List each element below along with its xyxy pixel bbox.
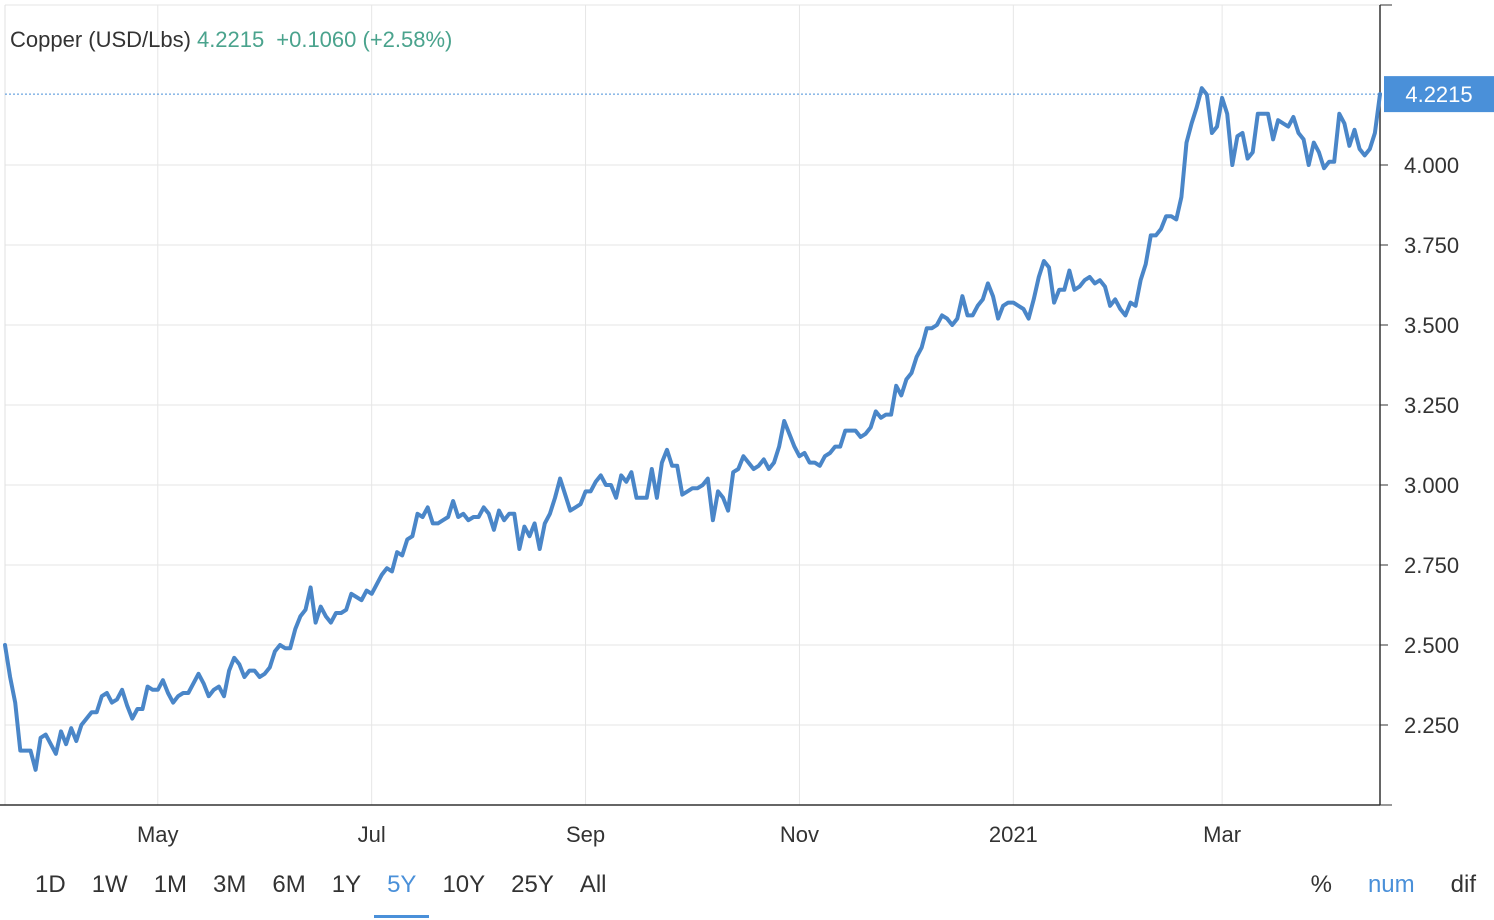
chart-header: Copper (USD/Lbs) 4.2215 +0.1060 (+2.58%) [10,27,452,53]
y-tick-label: 3.500 [1404,313,1459,338]
mode-button-dif[interactable]: dif [1450,871,1476,898]
range-button-3m[interactable]: 3M [213,871,247,898]
range-button-1d[interactable]: 1D [35,871,66,898]
range-selector: 1D 1W 1M 3M 6M 1Y 5Y 10Y 25Y All [22,864,620,918]
x-tick-label: May [137,822,179,847]
current-price: 4.2215 [196,27,265,52]
x-tick-label: 2021 [989,822,1038,847]
y-tick-label: 3.000 [1404,473,1459,498]
mode-button-num[interactable]: num [1367,871,1415,898]
price-change: +0.1060 (+2.58%) [276,27,453,52]
last-price-text: 4.2215 [1405,82,1472,107]
instrument-name: Copper (USD/Lbs) [10,27,191,52]
chart-grid [5,4,1380,805]
range-button-1m[interactable]: 1M [153,871,188,898]
range-button-1w[interactable]: 1W [91,871,128,898]
y-tick-label: 3.750 [1404,233,1459,258]
series-line [3,86,1382,772]
range-button-10y[interactable]: 10Y [442,871,486,898]
price-chart[interactable]: 4.000 3.750 3.500 3.250 3.000 2.750 2.500 2.250… [0,0,1494,860]
range-button-6m[interactable]: 6M [272,871,306,898]
y-tick-label: 3.250 [1404,393,1459,418]
y-tick-label: 2.500 [1404,633,1459,658]
x-axis-ticks: May Jul Sep Nov 2021 Mar [137,822,1241,847]
x-tick-label: Mar [1203,822,1241,847]
x-tick-label: Jul [358,822,386,847]
y-tick-label: 2.750 [1404,553,1459,578]
y-tick-label: 2.250 [1404,713,1459,738]
x-tick-label: Sep [566,822,605,847]
last-price-badge [1384,76,1494,113]
range-button-all[interactable]: All [579,871,607,898]
x-tick-label: Nov [780,822,819,847]
mode-selector: % num dif [1283,864,1484,906]
y-axis-ticks: 4.000 3.750 3.500 3.250 3.000 2.750 2.500 2.250 [1380,153,1459,738]
mode-button-percent[interactable]: % [1310,871,1332,898]
range-button-5y[interactable]: 5Y [374,864,430,918]
y-tick-label: 4.000 [1404,153,1459,178]
last-price-label: 4.2215 [1384,76,1494,113]
range-button-1y[interactable]: 1Y [331,871,362,898]
range-button-25y[interactable]: 25Y [511,871,554,898]
